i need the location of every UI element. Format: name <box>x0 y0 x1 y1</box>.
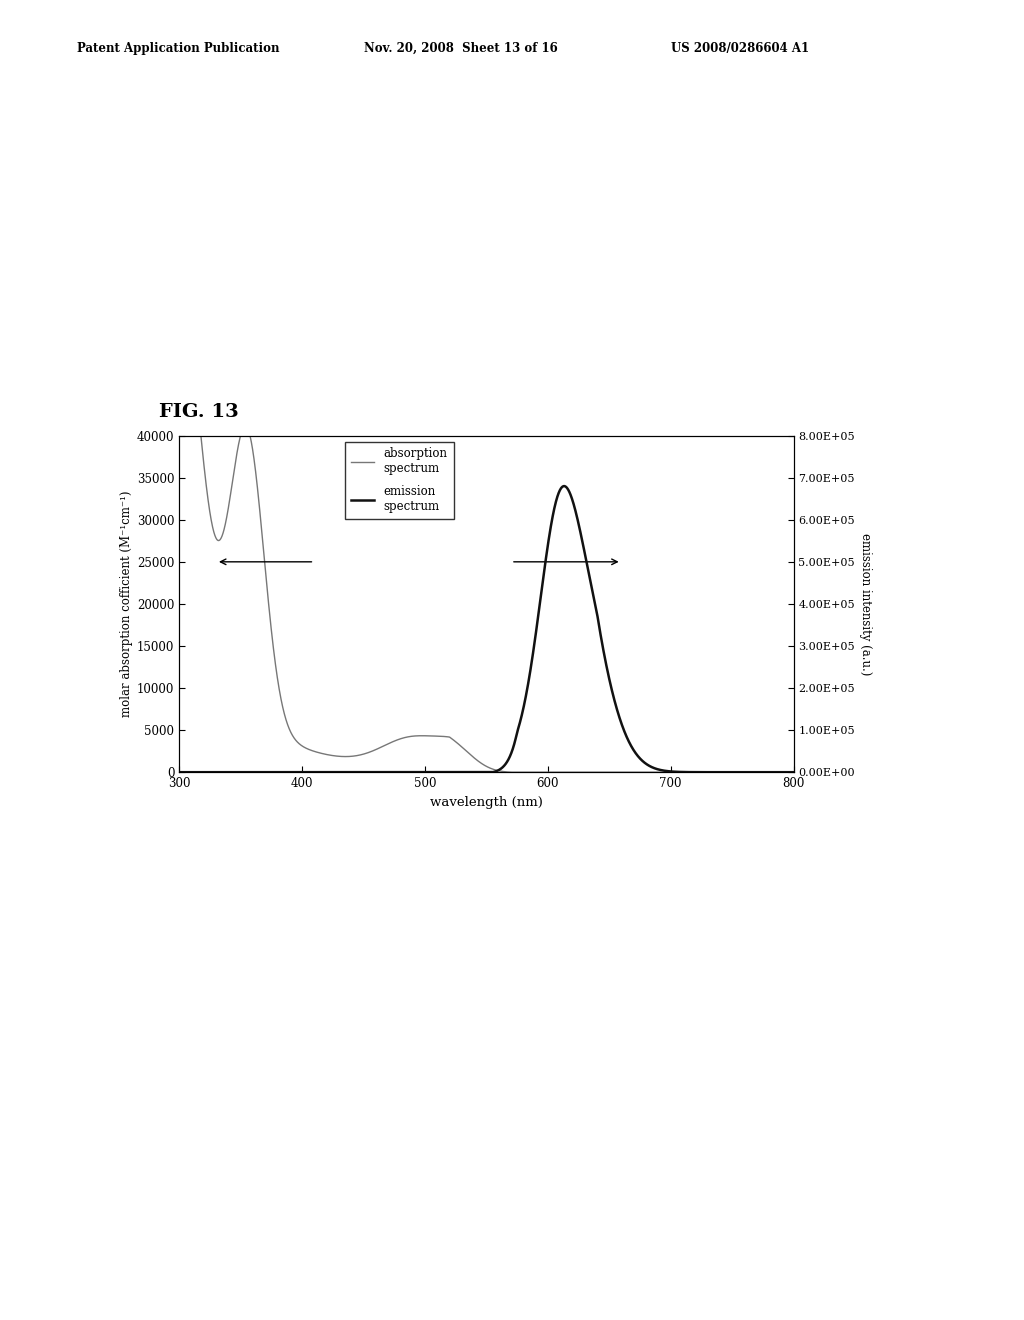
Legend: absorption
spectrum, emission
spectrum: absorption spectrum, emission spectrum <box>345 441 454 519</box>
Y-axis label: emission intensity (a.u.): emission intensity (a.u.) <box>859 533 871 675</box>
X-axis label: wavelength (nm): wavelength (nm) <box>430 796 543 809</box>
Text: Nov. 20, 2008  Sheet 13 of 16: Nov. 20, 2008 Sheet 13 of 16 <box>364 42 557 55</box>
Text: US 2008/0286604 A1: US 2008/0286604 A1 <box>671 42 809 55</box>
Text: Patent Application Publication: Patent Application Publication <box>77 42 280 55</box>
Text: FIG. 13: FIG. 13 <box>159 403 239 421</box>
Y-axis label: molar absorption cofficient (M⁻¹cm⁻¹): molar absorption cofficient (M⁻¹cm⁻¹) <box>120 491 133 717</box>
